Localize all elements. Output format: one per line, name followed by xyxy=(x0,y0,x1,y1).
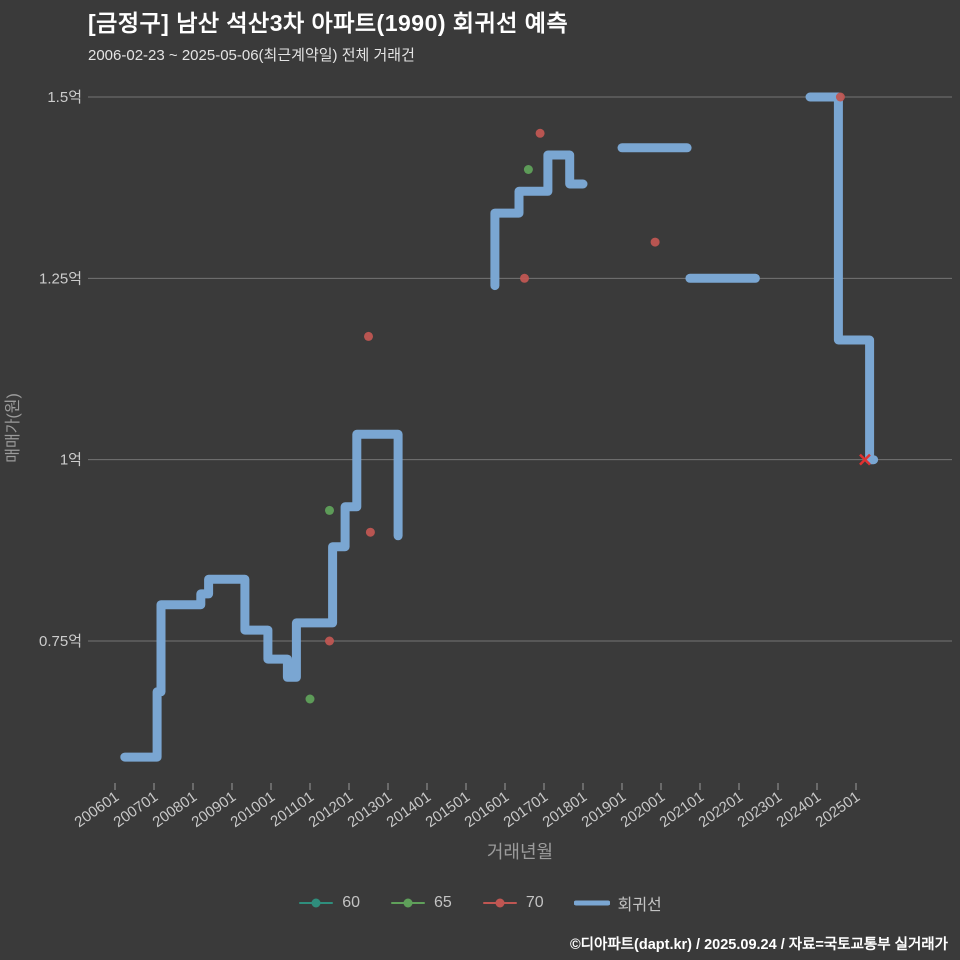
y-axis-label: 매매가(원) xyxy=(4,393,22,463)
source-credit: ©디아파트(dapt.kr) / 2025.09.24 / 자료=국토교통부 실… xyxy=(569,937,948,953)
legend-marker-icon xyxy=(391,898,426,908)
x-tick-label: 201001 xyxy=(228,788,279,831)
prediction-x-marker xyxy=(859,453,871,466)
legend-label: 60 xyxy=(342,894,361,911)
scatter-point-65 xyxy=(325,505,334,515)
y-tick-label: 1.25억 xyxy=(39,270,82,287)
legend-item-60[interactable]: 60 xyxy=(298,894,360,912)
scatter-point-70 xyxy=(365,527,375,537)
y-tick-label: 1억 xyxy=(60,452,82,469)
legend-item-65[interactable]: 65 xyxy=(390,894,452,912)
chart-subtitle: 2006-02-23 ~ 2025-05-06(최근계약일) 전체 거래건 xyxy=(88,47,415,64)
legend-label: 회귀선 xyxy=(617,897,662,914)
regression-line xyxy=(805,92,879,465)
scatter-point-65 xyxy=(305,694,315,704)
x-axis-label: 거래년월 xyxy=(487,842,553,862)
chart-header: [금정구] 남산 석산3차 아파트(1990) 회귀선 예측 2006-02-2… xyxy=(88,8,568,65)
y-tick-label: 1.5억 xyxy=(47,89,82,106)
scatter-point-65 xyxy=(523,165,533,174)
legend-label: 70 xyxy=(525,894,544,911)
scatter-point-70 xyxy=(650,237,660,247)
scatter-point-70 xyxy=(535,128,545,138)
scatter-point-70 xyxy=(520,273,529,283)
chart-title: [금정구] 남산 석산3차 아파트(1990) 회귀선 예측 xyxy=(88,10,569,36)
scatter-point-70 xyxy=(835,92,845,102)
regression-line xyxy=(490,150,588,291)
scatter-point-70 xyxy=(364,331,373,341)
chart-legend: 60 65 70 회귀선 xyxy=(0,891,960,915)
legend-item-회귀선[interactable]: 회귀선 xyxy=(573,891,662,915)
legend-marker-icon xyxy=(573,900,610,906)
y-tick-label: 0.75억 xyxy=(39,633,82,650)
regression-line xyxy=(120,429,403,762)
scatter-point-70 xyxy=(325,636,334,646)
x-tick-label: 202501 xyxy=(813,788,864,831)
legend-item-70[interactable]: 70 xyxy=(482,894,544,912)
legend-marker-icon xyxy=(482,898,517,908)
legend-marker-icon xyxy=(299,898,334,908)
legend-label: 65 xyxy=(434,894,452,911)
